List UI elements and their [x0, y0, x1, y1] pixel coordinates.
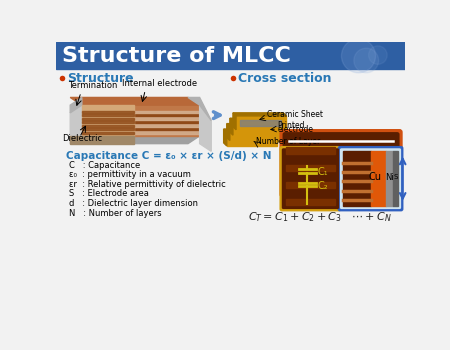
Polygon shape: [343, 151, 371, 206]
Polygon shape: [230, 127, 280, 141]
Text: Structure of MLCC: Structure of MLCC: [63, 46, 291, 66]
Text: ε₀  : permittivity in a vacuum: ε₀ : permittivity in a vacuum: [69, 170, 190, 179]
Polygon shape: [82, 105, 200, 136]
Polygon shape: [82, 114, 200, 116]
Text: d   : Dielectric layer dimension: d : Dielectric layer dimension: [69, 199, 198, 208]
Bar: [56, 42, 405, 69]
Polygon shape: [200, 105, 211, 151]
Polygon shape: [70, 136, 134, 144]
Polygon shape: [82, 111, 134, 113]
Text: Printed: Printed: [277, 121, 305, 130]
Polygon shape: [230, 118, 284, 121]
Polygon shape: [82, 128, 134, 130]
Text: Cu: Cu: [368, 172, 381, 182]
Polygon shape: [286, 182, 335, 188]
Text: C₂: C₂: [317, 181, 328, 191]
Polygon shape: [82, 114, 134, 116]
Text: S: S: [393, 174, 398, 180]
Polygon shape: [82, 111, 200, 113]
Text: Number of Layer: Number of Layer: [256, 138, 320, 146]
Polygon shape: [82, 125, 134, 127]
Polygon shape: [286, 165, 335, 171]
Polygon shape: [70, 105, 82, 144]
Polygon shape: [233, 121, 284, 135]
Polygon shape: [82, 121, 134, 123]
Polygon shape: [236, 116, 287, 130]
Polygon shape: [188, 97, 211, 120]
Polygon shape: [82, 118, 200, 120]
Circle shape: [354, 48, 378, 73]
Text: Ceramic Sheet: Ceramic Sheet: [267, 110, 323, 119]
Bar: [374, 150, 393, 177]
Text: Internal electrode: Internal electrode: [122, 79, 197, 88]
FancyBboxPatch shape: [340, 148, 401, 209]
Text: N   : Number of layers: N : Number of layers: [69, 209, 161, 218]
Text: Dielectric: Dielectric: [63, 134, 103, 142]
Polygon shape: [82, 128, 200, 130]
Text: C   : Capacitance: C : Capacitance: [69, 161, 140, 169]
FancyBboxPatch shape: [282, 148, 339, 209]
Polygon shape: [286, 147, 335, 154]
Polygon shape: [70, 136, 200, 144]
FancyBboxPatch shape: [279, 129, 403, 197]
Polygon shape: [371, 151, 387, 206]
Polygon shape: [233, 113, 236, 130]
Polygon shape: [387, 151, 392, 206]
Text: $C_T = C_1 + C_2 + C_3$   $\cdots + C_N$: $C_T = C_1 + C_2 + C_3$ $\cdots + C_N$: [248, 211, 392, 224]
Text: Capacitance C = ε₀ × εr × (S/d) × N: Capacitance C = ε₀ × εr × (S/d) × N: [66, 151, 271, 161]
Text: electrode: electrode: [277, 125, 313, 134]
Polygon shape: [227, 132, 277, 146]
Polygon shape: [82, 131, 200, 134]
Polygon shape: [233, 113, 287, 116]
Polygon shape: [240, 120, 281, 126]
Polygon shape: [227, 124, 230, 141]
Circle shape: [342, 39, 376, 73]
Polygon shape: [82, 124, 200, 127]
Text: S   : Electrode area: S : Electrode area: [69, 189, 148, 198]
Text: εr  : Relative permittivity of dielectric: εr : Relative permittivity of dielectric: [69, 180, 225, 189]
FancyBboxPatch shape: [338, 146, 404, 211]
Circle shape: [369, 46, 387, 64]
Polygon shape: [82, 105, 134, 136]
Text: Termination: Termination: [68, 81, 117, 90]
FancyBboxPatch shape: [279, 146, 342, 211]
Polygon shape: [82, 132, 134, 134]
Polygon shape: [70, 97, 200, 105]
Polygon shape: [224, 129, 277, 132]
Bar: [291, 150, 320, 177]
Polygon shape: [230, 118, 233, 135]
Text: Structure: Structure: [67, 72, 134, 85]
Polygon shape: [286, 199, 335, 205]
FancyBboxPatch shape: [283, 132, 400, 195]
Polygon shape: [224, 129, 227, 146]
Text: C₁: C₁: [317, 167, 328, 177]
Polygon shape: [82, 118, 134, 120]
Polygon shape: [392, 151, 398, 206]
Polygon shape: [70, 97, 82, 113]
Polygon shape: [227, 124, 280, 127]
Text: Ni: Ni: [385, 173, 394, 182]
Text: Cross section: Cross section: [238, 72, 331, 85]
Polygon shape: [82, 121, 200, 123]
